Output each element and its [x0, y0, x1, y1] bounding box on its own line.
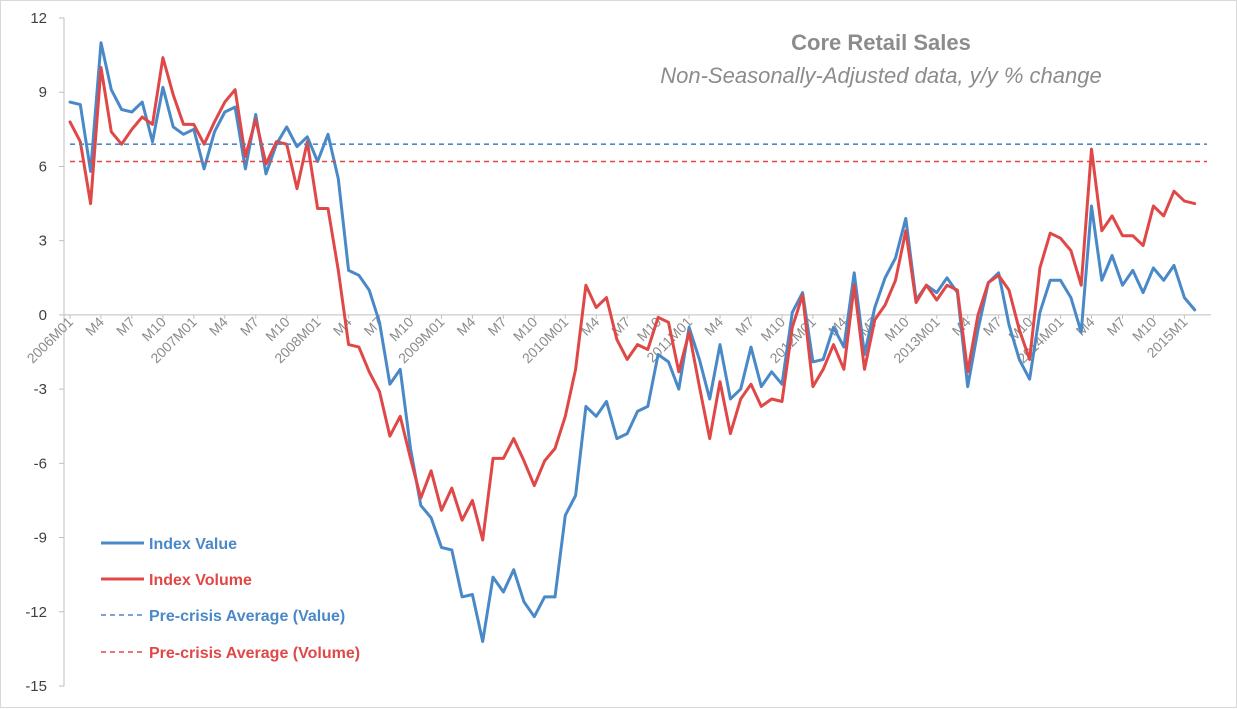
y-tick-label: 12 [30, 10, 47, 27]
x-tick-label: M4 [206, 314, 231, 339]
y-tick-label: 6 [39, 158, 47, 175]
x-tick-label: M7 [113, 314, 138, 339]
chart-subtitle: Non-Seasonally-Adjusted data, y/y % chan… [660, 63, 1101, 88]
x-tick-label: M7 [484, 314, 509, 339]
y-tick-label: -12 [25, 604, 47, 621]
y-tick-label: -15 [25, 678, 47, 695]
x-tick-label: M4 [82, 314, 107, 339]
x-tick-label: M7 [732, 314, 757, 339]
x-tick-label: 2006M01 [24, 314, 77, 367]
x-tick-label: M4 [453, 314, 478, 339]
legend: Index Value Index Volume Pre-crisis Averag… [101, 536, 360, 662]
y-tick-label: 3 [39, 233, 47, 250]
legend-label: Index Value [149, 536, 237, 553]
x-tick-label: M7 [980, 314, 1005, 339]
legend-label: Index Volume [149, 572, 252, 589]
chart-title: Core Retail Sales [791, 30, 971, 55]
legend-label: Pre-crisis Average (Value) [149, 608, 345, 625]
x-tick-label: M7 [1104, 314, 1129, 339]
y-tick-label: 0 [39, 307, 47, 324]
y-tick-label: -9 [34, 530, 47, 547]
x-tick-label: M7 [237, 314, 262, 339]
x-tick-label: M4 [701, 314, 726, 339]
y-tick-label: -3 [34, 381, 47, 398]
series-line-index-volume [68, 56, 1197, 542]
legend-label: Pre-crisis Average (Volume) [149, 645, 360, 662]
y-tick-label: 9 [39, 84, 47, 101]
x-tick-label: M4 [330, 314, 355, 339]
y-tick-label: -6 [34, 455, 47, 472]
series-layer [68, 41, 1207, 643]
